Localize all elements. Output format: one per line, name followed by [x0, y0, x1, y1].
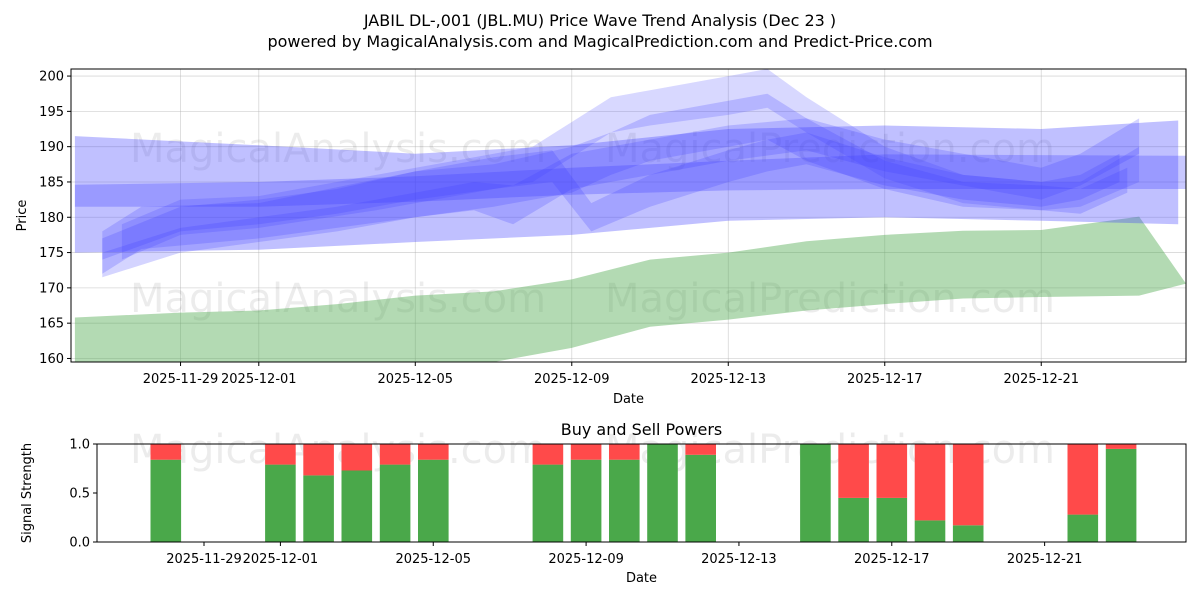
sell-bar-13	[876, 444, 908, 498]
signal-y-ticks: 0.0 0.5 1.0	[69, 438, 97, 551]
buy-bar-16	[1067, 514, 1099, 542]
buy-bar-0	[150, 459, 182, 542]
signal-x-tick-label-4: 2025-12-13	[701, 552, 777, 567]
price-watermark-2: MagicalAnalysis.com	[130, 276, 546, 322]
price-x-axis-label: Date	[613, 392, 644, 407]
signal-y-tick-label-2: 1.0	[69, 438, 90, 453]
blue-wave-band-5	[102, 118, 1140, 278]
blue-wave-band-0	[74, 120, 1179, 253]
price-y-tick-label-0: 160	[39, 352, 64, 367]
sell-bar-16	[1067, 444, 1099, 515]
signal-panel-title: Buy and Sell Powers	[561, 420, 723, 439]
buy-bar-2	[303, 475, 334, 542]
sell-bar-12	[838, 444, 869, 498]
price-watermark-0: MagicalAnalysis.com	[130, 126, 546, 172]
buy-bar-1	[265, 464, 296, 542]
signal-x-tick-label-6: 2025-12-21	[1007, 552, 1083, 567]
sell-bar-2	[303, 444, 334, 476]
buy-bar-17	[1105, 448, 1137, 542]
buy-bar-7	[570, 459, 602, 542]
signal-x-tick-label-3: 2025-12-09	[548, 552, 624, 567]
price-watermark-1: MagicalPrediction.com	[605, 126, 1055, 172]
price-grid	[71, 69, 1186, 362]
buy-bar-13	[876, 497, 908, 542]
buy-bar-9	[647, 444, 678, 542]
sell-bar-15	[952, 444, 984, 526]
price-x-tick-label-1: 2025-12-01	[221, 372, 297, 387]
sell-bar-4	[379, 444, 411, 465]
signal-watermark-0: MagicalAnalysis.com	[130, 427, 546, 473]
price-y-tick-label-4: 180	[39, 211, 64, 226]
sell-bar-10	[685, 444, 716, 455]
buy-bar-8	[609, 459, 640, 542]
price-panel: MagicalAnalysis.com MagicalPrediction.com…	[15, 68, 1187, 407]
price-y-tick-label-5: 185	[39, 175, 64, 190]
buy-bar-6	[532, 464, 564, 542]
price-watermarks: MagicalAnalysis.com MagicalPrediction.com…	[130, 126, 1055, 322]
price-axes-frame	[70, 68, 1187, 363]
price-y-ticks: 160 165 170 175 180 185 190 195 200	[39, 70, 71, 367]
price-x-ticks: 2025-11-29 2025-12-01 2025-12-05 2025-12-09…	[143, 362, 1079, 387]
buy-bar-5	[418, 459, 449, 542]
buy-bar-3	[341, 470, 373, 542]
sell-bar-14	[914, 444, 946, 521]
price-bands	[74, 69, 1186, 362]
sell-bar-3	[341, 444, 373, 471]
sell-bar-17	[1105, 444, 1137, 449]
sell-bar-8	[609, 444, 640, 460]
blue-wave-band-1	[74, 154, 1186, 207]
price-y-tick-label-2: 170	[39, 281, 64, 296]
price-y-axis-label: Price	[15, 200, 30, 232]
green-support-band	[74, 216, 1186, 362]
price-y-tick-label-3: 175	[39, 246, 64, 261]
sell-bar-7	[570, 444, 602, 460]
signal-y-axis-label: Signal Strength	[20, 443, 35, 543]
signal-x-tick-label-2: 2025-12-05	[395, 552, 471, 567]
signal-panel: Buy and Sell Powers MagicalAnalysis.comM…	[20, 420, 1187, 586]
chart-subtitle: powered by MagicalAnalysis.com and Magic…	[267, 32, 932, 51]
price-watermark-3: MagicalPrediction.com	[605, 276, 1055, 322]
sell-bar-0	[150, 444, 182, 460]
signal-y-tick-label-0: 0.0	[69, 536, 90, 551]
blue-wave-band-3	[121, 69, 1140, 260]
signal-x-tick-label-5: 2025-12-17	[854, 552, 930, 567]
buy-bar-14	[914, 520, 946, 542]
signal-x-ticks: 2025-11-29 2025-12-01 2025-12-05 2025-12-09…	[166, 542, 1082, 567]
signal-bars	[150, 444, 1137, 542]
sell-bar-1	[265, 444, 296, 465]
chart-title: JABIL DL-,001 (JBL.MU) Price Wave Trend …	[363, 11, 836, 30]
price-y-tick-label-7: 195	[39, 105, 64, 120]
buy-bar-12	[838, 497, 869, 542]
buy-bar-10	[685, 454, 716, 542]
blue-wave-band-2	[102, 93, 1128, 274]
buy-bar-15	[952, 525, 984, 542]
price-y-tick-label-6: 190	[39, 140, 64, 155]
buy-bar-11	[800, 444, 831, 542]
sell-bar-5	[418, 444, 449, 460]
signal-y-tick-label-1: 0.5	[69, 487, 90, 502]
price-x-tick-label-3: 2025-12-09	[534, 372, 610, 387]
signal-x-tick-label-1: 2025-12-01	[243, 552, 319, 567]
blue-wave-band-4	[102, 132, 1120, 260]
price-x-tick-label-2: 2025-12-05	[377, 372, 453, 387]
price-x-tick-label-4: 2025-12-13	[690, 372, 766, 387]
price-y-tick-label-8: 200	[39, 70, 64, 85]
signal-x-axis-label: Date	[626, 571, 657, 586]
price-x-tick-label-0: 2025-11-29	[143, 372, 219, 387]
price-y-tick-label-1: 165	[39, 317, 64, 332]
price-x-tick-label-5: 2025-12-17	[847, 372, 923, 387]
buy-bar-4	[379, 464, 411, 542]
signal-x-tick-label-0: 2025-11-29	[166, 552, 242, 567]
price-x-tick-label-6: 2025-12-21	[1003, 372, 1079, 387]
sell-bar-6	[532, 444, 564, 465]
